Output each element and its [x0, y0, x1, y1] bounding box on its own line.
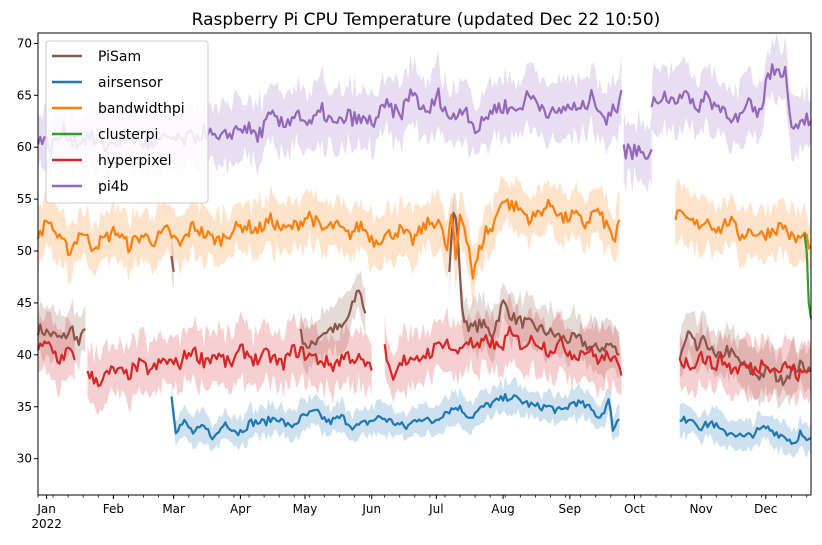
- legend-box: [45, 40, 209, 204]
- legend: PiSam airsensor bandwidthpi clusterpi hyperp…: [45, 40, 209, 204]
- band-airsensor-0: [171, 375, 620, 452]
- y-tick-label: 70: [17, 36, 32, 50]
- x-tick-label: Dec: [754, 502, 777, 516]
- band-airsensor-1: [679, 403, 811, 459]
- legend-label-bandwidthpi: bandwidthpi: [98, 101, 185, 117]
- y-tick-label: 50: [17, 244, 32, 258]
- line-bandwidthpi-1: [674, 209, 812, 250]
- x-tick-label: Jun: [361, 502, 381, 516]
- legend-label-airsensor: airsensor: [98, 75, 163, 91]
- line-hyperpixel-2: [383, 325, 623, 381]
- x-tick-label: Sep: [559, 502, 582, 516]
- x-tick-label: May: [293, 502, 318, 516]
- x-tick-label: Oct: [624, 502, 645, 516]
- line-airsensor-1: [679, 415, 812, 445]
- y-tick-label: 65: [17, 88, 32, 102]
- x-tick-label: Mar: [162, 502, 185, 516]
- chart-title: Raspberry Pi CPU Temperature (updated De…: [192, 10, 661, 30]
- x-tick-label: Jul: [428, 502, 443, 516]
- band-pisam-3: [449, 192, 620, 380]
- legend-label-clusterpi: clusterpi: [98, 127, 158, 143]
- y-axis: 30 35 40 45 50 55 60 65 70: [17, 36, 38, 466]
- band-pisam-2: [300, 270, 366, 376]
- y-tick-label: 35: [17, 400, 32, 414]
- x-tick-label: Apr: [230, 502, 251, 516]
- legend-label-pi4b: pi4b: [98, 179, 129, 195]
- plot-area-frame: [37, 32, 812, 496]
- legend-label-pisam: PiSam: [98, 49, 141, 65]
- line-hyperpixel-0: [36, 340, 76, 365]
- x-tick-label: Aug: [491, 502, 514, 516]
- line-clusterpi-0: [803, 233, 813, 319]
- x-tick-label: Nov: [689, 502, 712, 516]
- band-bandwidthpi-1: [675, 178, 811, 274]
- line-pisam-2: [299, 289, 367, 349]
- line-bandwidthpi-0: [36, 198, 621, 280]
- x-tick-label: Feb: [103, 502, 124, 516]
- y-tick-label: 40: [17, 348, 32, 362]
- series-lines: [36, 63, 813, 445]
- x-tick-sublabel: 2022: [31, 517, 62, 531]
- line-pi4b-2: [650, 63, 812, 130]
- y-tick-label: 55: [17, 192, 32, 206]
- x-tick-label: Jan: [36, 502, 56, 516]
- y-tick-label: 60: [17, 140, 32, 154]
- line-airsensor-0: [170, 393, 621, 441]
- y-tick-label: 30: [17, 452, 32, 466]
- line-pisam-0: [36, 323, 86, 346]
- line-hyperpixel-1: [86, 343, 373, 388]
- legend-label-hyperpixel: hyperpixel: [98, 153, 172, 169]
- y-tick-label: 45: [17, 296, 32, 310]
- line-pisam-1: [170, 255, 175, 272]
- line-hyperpixel-3: [678, 350, 812, 382]
- line-pi4b-1: [622, 143, 653, 161]
- band-pisam-4: [679, 310, 811, 411]
